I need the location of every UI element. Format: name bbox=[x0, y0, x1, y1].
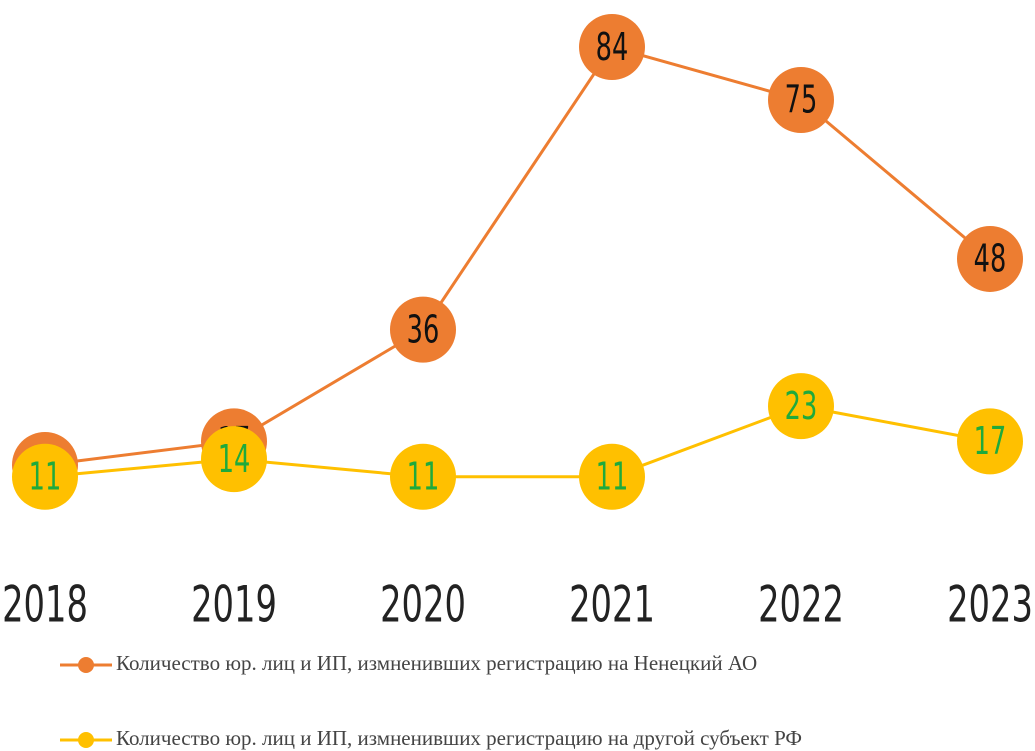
legend-marker bbox=[78, 657, 94, 673]
x-tick-label: 2020 bbox=[380, 576, 466, 634]
x-tick-label: 2018 bbox=[2, 576, 88, 634]
marker bbox=[957, 408, 1023, 475]
marker bbox=[579, 443, 645, 510]
data-label: 11 bbox=[407, 454, 440, 498]
data-label: 36 bbox=[407, 307, 440, 351]
x-tick-label: 2022 bbox=[758, 576, 844, 634]
marker bbox=[12, 443, 78, 510]
data-label: 48 bbox=[974, 237, 1007, 281]
marker bbox=[390, 296, 456, 363]
marker bbox=[768, 373, 834, 440]
legend-label: Количество юр. лиц и ИП, измненивших рег… bbox=[116, 651, 757, 675]
data-label: 17 bbox=[974, 419, 1007, 463]
data-label: 11 bbox=[596, 454, 629, 498]
legend-label: Количество юр. лиц и ИП, измненивших рег… bbox=[116, 726, 802, 750]
data-label: 14 bbox=[218, 437, 251, 481]
x-tick-label: 2023 bbox=[947, 576, 1033, 634]
legend-marker bbox=[78, 732, 94, 748]
series-line bbox=[44, 45, 991, 467]
marker bbox=[201, 426, 267, 493]
data-label: 11 bbox=[29, 454, 62, 498]
marker bbox=[579, 14, 645, 81]
data-label: 23 bbox=[785, 384, 818, 428]
marker bbox=[957, 225, 1023, 292]
data-label: 75 bbox=[785, 78, 818, 122]
data-label: 84 bbox=[596, 25, 629, 69]
marker bbox=[390, 443, 456, 510]
x-tick-label: 2019 bbox=[191, 576, 277, 634]
series-line bbox=[44, 404, 991, 479]
marker bbox=[768, 67, 834, 133]
x-tick-label: 2021 bbox=[569, 576, 655, 634]
